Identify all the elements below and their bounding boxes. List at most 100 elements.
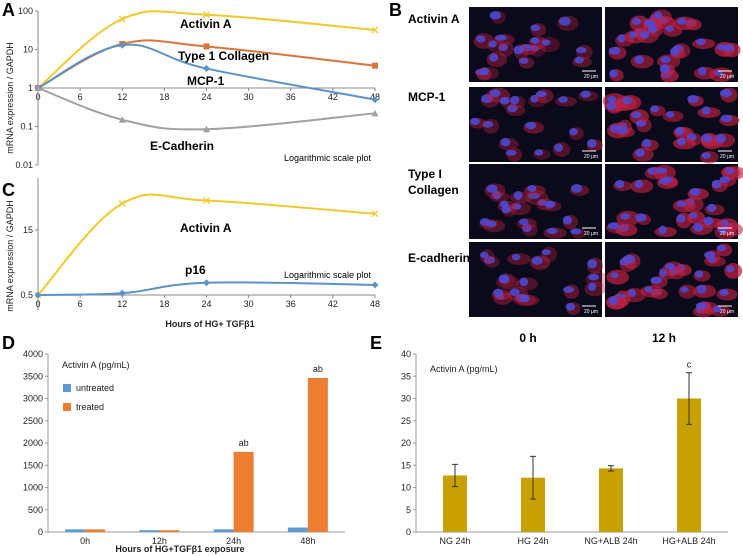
data-point: [371, 26, 379, 34]
y-tick-label: 3500: [23, 371, 43, 381]
nucleus-stain: [608, 47, 621, 55]
data-point: [203, 11, 210, 19]
x-tick-label: 0: [35, 299, 40, 309]
nucleus-stain: [719, 88, 732, 98]
scale-bar-label: 20 μm: [720, 231, 734, 237]
y-tick-label: 0: [406, 527, 411, 537]
x-tick-label: 24: [201, 92, 211, 102]
nucleus-stain: [492, 190, 502, 200]
y-tick-label: 1000: [23, 483, 43, 493]
data-point: [203, 125, 210, 133]
data-point: [203, 197, 210, 205]
x-tick-label: 42: [328, 92, 338, 102]
bar: [287, 527, 308, 532]
data-point: [203, 279, 210, 287]
bar: [213, 529, 234, 532]
nucleus-stain: [541, 249, 551, 256]
nucleus-stain: [701, 133, 712, 143]
data-point: [34, 291, 42, 299]
nucleus-stain: [528, 192, 541, 199]
nucleus-stain: [607, 222, 620, 230]
y-tick-label: 4000: [23, 349, 43, 359]
y-tick-label: 0: [38, 527, 43, 537]
micrograph: [469, 242, 602, 317]
nucleus-stain: [723, 44, 735, 52]
y-tick-label: 15: [23, 225, 33, 235]
y-tick-label: 10: [401, 483, 411, 493]
nucleus-stain: [501, 204, 511, 214]
panel-letter-c: C: [2, 180, 15, 200]
nucleus-stain: [701, 106, 711, 115]
nucleus-stain: [726, 167, 735, 174]
data-point: [118, 15, 126, 23]
x-tick-label: HG 24h: [517, 536, 548, 546]
significance-label: ab: [313, 364, 323, 374]
y-axis-label: mRNA expression / GAPDH: [5, 42, 15, 154]
nucleus-stain: [617, 34, 626, 43]
nucleus-stain: [647, 24, 658, 34]
x-axis-label: Hours of HG+ TGFβ1: [165, 319, 254, 329]
nucleus-stain: [719, 176, 731, 183]
y-tick-label: 25: [401, 416, 411, 426]
nucleus-stain: [614, 179, 625, 189]
row-label: Activin A: [408, 12, 460, 26]
x-tick-label: 0h: [80, 536, 90, 546]
scale-bar-label: 20 μm: [584, 231, 598, 237]
data-point: [372, 62, 378, 69]
nucleus-stain: [531, 256, 543, 265]
nucleus-stain: [627, 289, 636, 298]
data-point: [203, 43, 210, 50]
nucleus-stain: [634, 180, 644, 189]
nucleus-stain: [635, 120, 647, 127]
nucleus-stain: [530, 24, 541, 32]
nucleus-stain: [696, 284, 707, 294]
nucleus-stain: [707, 203, 717, 212]
nucleus-stain: [695, 302, 707, 309]
y-tick-label: 40: [401, 349, 411, 359]
series-line: [37, 43, 376, 101]
nucleus-stain: [631, 111, 642, 119]
panel-c-chart: 15 0.50 6 12 18 24 30 36 42 48 mRNA expression / G…: [5, 178, 380, 329]
nucleus-stain: [489, 11, 502, 20]
bar: [139, 530, 160, 532]
nucleus-stain: [703, 216, 714, 226]
panel-letter-d: D: [2, 333, 15, 353]
panel-e-chart: 0 5 10 15 20 25 30 35 40 NG 24h HG 24h NG+ALB 24h HG…: [401, 349, 728, 546]
x-tick-label: HG+ALB 24h: [662, 536, 715, 546]
row-label: Type I: [408, 167, 442, 181]
scale-bar-label: 20 μm: [720, 74, 734, 80]
row-label: Collagen: [408, 183, 459, 197]
data-point: [371, 96, 379, 104]
row-label: MCP-1: [408, 90, 446, 104]
y-tick-label: 10: [23, 45, 33, 55]
x-tick-label: 12h: [152, 536, 167, 546]
x-tick-label: 48h: [300, 536, 315, 546]
nucleus-stain: [640, 30, 650, 39]
nucleus-stain: [622, 96, 633, 105]
nucleus-stain: [580, 90, 591, 98]
series-label: Type 1 Collagen: [178, 49, 269, 63]
nucleus-stain: [510, 95, 520, 105]
nucleus-stain: [609, 69, 618, 78]
y-tick-label: 5: [406, 505, 411, 515]
row-label: E-cadherin: [408, 251, 470, 265]
nucleus-stain: [677, 17, 687, 25]
x-tick-label: 12: [117, 92, 127, 102]
legend-label: untreated: [76, 383, 114, 393]
x-tick-label: 18: [159, 299, 169, 309]
nucleus-stain: [687, 95, 699, 104]
series-label: p16: [185, 263, 206, 277]
nucleus-stain: [534, 149, 544, 156]
nucleus-stain: [694, 270, 704, 278]
nucleus-stain: [574, 56, 584, 64]
x-tick-label: 48: [370, 299, 380, 309]
nucleus-stain: [498, 43, 508, 51]
x-tick-label: 30: [244, 299, 254, 309]
x-tick-label: 6: [78, 299, 83, 309]
column-label: 12 h: [652, 331, 676, 345]
scale-bar-label: 20 μm: [584, 74, 598, 80]
nucleus-stain: [486, 184, 498, 193]
nucleus-stain: [695, 38, 706, 46]
nucleus-stain: [527, 184, 537, 192]
nucleus-stain: [495, 34, 507, 41]
